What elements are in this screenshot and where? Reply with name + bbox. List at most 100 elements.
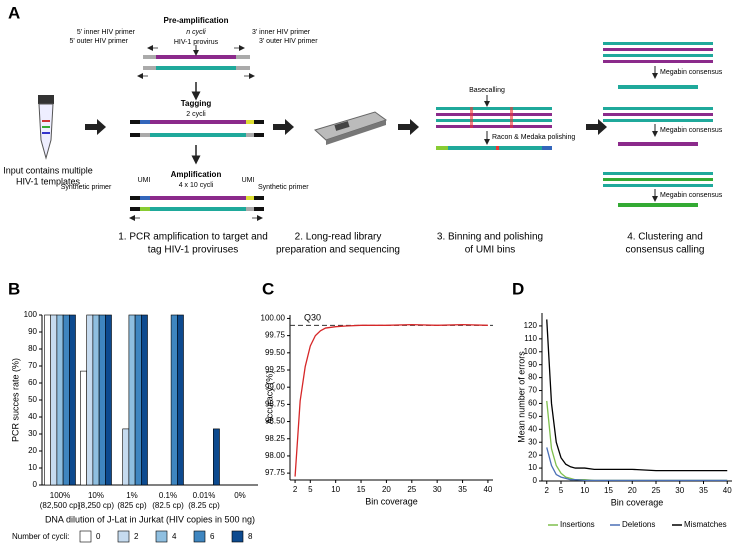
panel-label: A bbox=[8, 3, 20, 22]
x-axis-label: Bin coverage bbox=[365, 496, 418, 506]
x-tick-label: 5 bbox=[308, 485, 313, 494]
reference-label: Q30 bbox=[304, 313, 321, 323]
y-tick-label: 70 bbox=[528, 386, 537, 395]
y-tick-label: 110 bbox=[524, 334, 537, 343]
y-tick-label: 90 bbox=[528, 360, 537, 369]
y-axis-label: Accuracy (%) bbox=[264, 371, 274, 425]
step-caption: consensus calling bbox=[626, 245, 705, 256]
stage-title: Pre-amplification bbox=[164, 16, 229, 25]
x-tick-label: 25 bbox=[652, 486, 661, 495]
amplification-strands bbox=[129, 196, 264, 221]
x-tick-sublabel: (82.5 cp) bbox=[152, 501, 184, 510]
x-tick-sublabel: (82,500 cp) bbox=[40, 501, 81, 510]
x-tick-label: 20 bbox=[382, 485, 391, 494]
stage-cycles: 2 cycli bbox=[186, 111, 206, 118]
legend-swatch bbox=[79, 530, 92, 543]
x-tick-label: 10 bbox=[331, 485, 340, 494]
process-label: Megabin consensus bbox=[660, 192, 723, 199]
bar bbox=[44, 314, 51, 486]
y-tick-label: 98.00 bbox=[265, 451, 286, 460]
umi-label: UMI bbox=[138, 177, 151, 184]
bar bbox=[177, 314, 184, 486]
x-tick-label: 0% bbox=[234, 491, 246, 500]
y-tick-label: 0 bbox=[533, 476, 538, 485]
tube-icon bbox=[38, 95, 54, 160]
primer-label: 5' inner HIV primer bbox=[77, 29, 136, 36]
y-tick-label: 99.75 bbox=[265, 331, 286, 340]
y-tick-label: 97.75 bbox=[265, 468, 286, 477]
x-tick-label: 100% bbox=[50, 491, 70, 500]
umi-label: UMI bbox=[242, 177, 255, 184]
process-label: Racon & Medaka polishing bbox=[492, 134, 575, 141]
y-tick-label: 60 bbox=[28, 378, 37, 387]
y-tick-label: 98.25 bbox=[265, 434, 286, 443]
line bbox=[546, 400, 728, 482]
y-tick-label: 120 bbox=[524, 321, 538, 330]
primer-label: 5' outer HIV primer bbox=[69, 38, 128, 45]
stage-title: Tagging bbox=[181, 99, 212, 108]
x-tick-label: 40 bbox=[483, 485, 492, 494]
legend-label: Deletions bbox=[622, 520, 655, 529]
y-tick-label: 100 bbox=[524, 347, 538, 356]
x-tick-label: 20 bbox=[628, 486, 637, 495]
process-label: Basecalling bbox=[469, 87, 505, 94]
y-tick-label: 30 bbox=[528, 437, 537, 446]
legend-swatch bbox=[155, 530, 168, 543]
y-tick-label: 50 bbox=[28, 395, 37, 404]
bar bbox=[122, 428, 130, 486]
panel-label: D bbox=[512, 279, 524, 298]
line bbox=[294, 323, 488, 477]
panel-label: B bbox=[8, 279, 20, 298]
x-tick-label: 0.01% bbox=[193, 491, 216, 500]
step-caption: of UMI bins bbox=[465, 245, 516, 256]
line bbox=[546, 319, 728, 472]
y-tick-label: 40 bbox=[528, 424, 537, 433]
primer-label: 3' outer HIV primer bbox=[259, 38, 318, 45]
step-caption: 4. Clustering and bbox=[627, 232, 703, 243]
x-tick-label: 2 bbox=[293, 485, 298, 494]
x-tick-label: 15 bbox=[357, 485, 366, 494]
y-tick-label: 20 bbox=[528, 450, 537, 459]
primer-label: Synthetic primer bbox=[258, 184, 309, 191]
primer-label: 3' inner HIV primer bbox=[252, 29, 311, 36]
y-axis-label: Mean number of errors bbox=[516, 351, 526, 443]
legend-label: Mismatches bbox=[684, 520, 727, 529]
y-tick-label: 30 bbox=[28, 429, 37, 438]
input-text: HIV-1 templates bbox=[16, 176, 81, 186]
y-tick-label: 80 bbox=[28, 344, 37, 353]
legend-label: 0 bbox=[96, 532, 101, 541]
y-tick-label: 99.25 bbox=[265, 365, 286, 374]
tagging-strands bbox=[130, 120, 264, 165]
y-tick-label: 90 bbox=[28, 327, 37, 336]
legend-label: 8 bbox=[248, 532, 253, 541]
bar bbox=[50, 314, 58, 486]
x-tick-label: 1% bbox=[126, 491, 138, 500]
y-tick-label: 100 bbox=[24, 310, 38, 319]
legend-title: Number of cycli: bbox=[12, 532, 69, 541]
bar bbox=[80, 370, 87, 486]
bar bbox=[213, 428, 220, 486]
legend-swatch bbox=[117, 530, 130, 543]
x-tick-label: 25 bbox=[407, 485, 416, 494]
y-tick-label: 0 bbox=[33, 480, 38, 489]
process-label: Megabin consensus bbox=[660, 69, 723, 76]
x-tick-label: 40 bbox=[723, 486, 732, 495]
x-axis-label: DNA dilution of J-Lat in Jurkat (HIV cop… bbox=[45, 514, 255, 524]
step-caption: preparation and sequencing bbox=[276, 245, 400, 256]
bar bbox=[69, 314, 76, 486]
y-tick-label: 10 bbox=[28, 463, 37, 472]
legend-label: 4 bbox=[172, 532, 177, 541]
bar bbox=[86, 314, 94, 486]
y-tick-label: 70 bbox=[28, 361, 37, 370]
x-tick-sublabel: (8,250 cp) bbox=[78, 501, 114, 510]
x-tick-label: 30 bbox=[433, 485, 442, 494]
x-tick-label: 10% bbox=[88, 491, 104, 500]
bar bbox=[128, 314, 136, 486]
y-tick-label: 10 bbox=[528, 463, 537, 472]
bar bbox=[170, 314, 178, 486]
x-tick-label: 30 bbox=[675, 486, 684, 495]
bar bbox=[105, 314, 112, 486]
stage-title: Amplification bbox=[171, 170, 222, 179]
